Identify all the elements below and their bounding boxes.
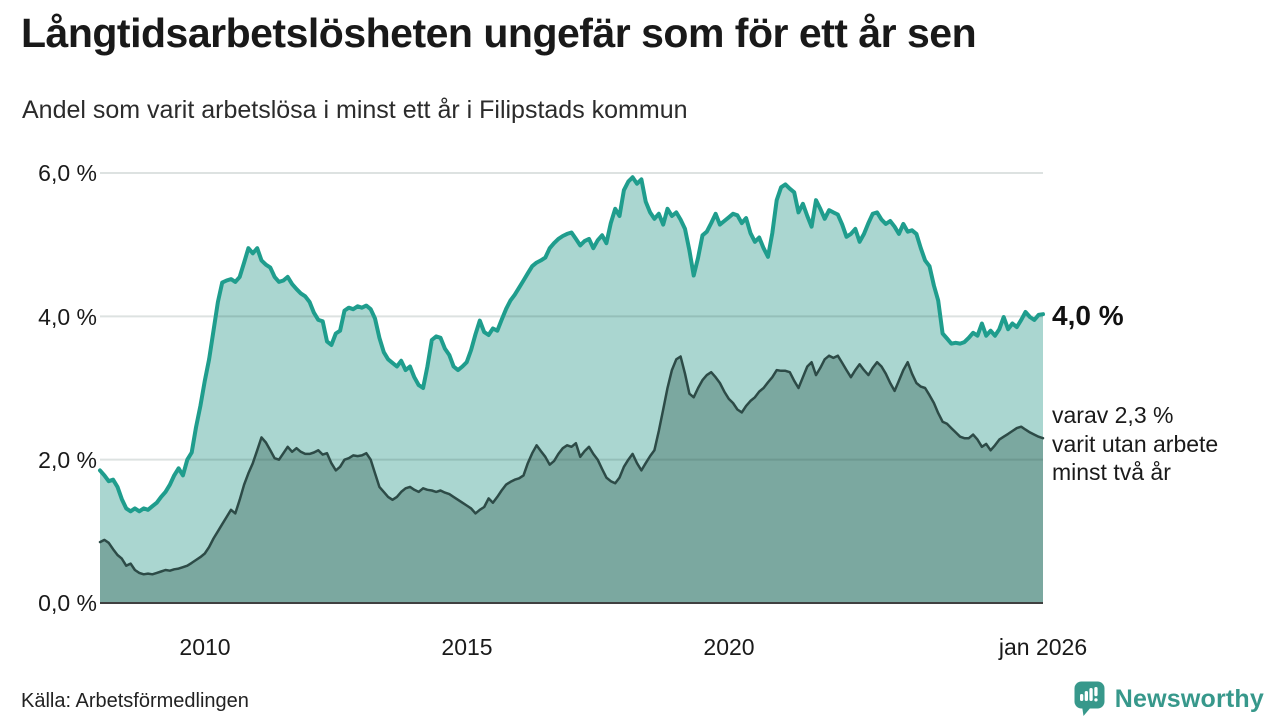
annotation-line: varav 2,3 %	[1052, 402, 1174, 428]
y-axis-tick-label: 4,0 %	[38, 304, 97, 330]
secondary-series-annotation: varav 2,3 % varit utan arbete minst två …	[1052, 401, 1218, 487]
x-axis-tick-label: 2015	[441, 634, 493, 660]
y-axis-tick-label: 0,0 %	[38, 590, 97, 616]
newsworthy-logo-icon	[1074, 681, 1105, 716]
area-chart	[98, 171, 1045, 604]
x-axis-tick-label: 2010	[179, 634, 231, 660]
newsworthy-logo-text: Newsworthy	[1114, 684, 1264, 713]
y-axis-tick-label: 2,0 %	[38, 447, 97, 473]
last-value-annotation: 4,0 %	[1052, 300, 1124, 331]
chart-subtitle: Andel som varit arbetslösa i minst ett å…	[22, 96, 688, 124]
y-axis-tick-label: 6,0 %	[38, 160, 97, 186]
annotation-line: varit utan arbete	[1052, 430, 1219, 457]
x-axis-tick-label: 2020	[703, 634, 755, 660]
source-note: Källa: Arbetsförmedlingen	[21, 690, 249, 712]
annotation-line: minst två år	[1052, 459, 1171, 485]
newsworthy-logo: Newsworthy	[1074, 681, 1264, 717]
page-title: Långtidsarbetslösheten ungefär som för e…	[21, 10, 977, 56]
x-axis-tick-label: jan 2026	[998, 634, 1088, 660]
